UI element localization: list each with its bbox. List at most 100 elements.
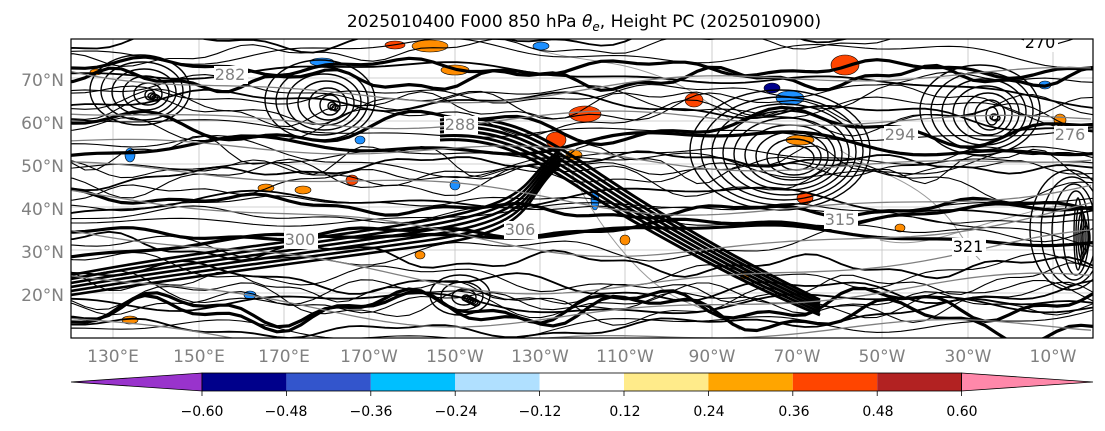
cyclone-contour [122,75,170,111]
colorbar-cell [286,373,371,391]
colorbar-tick-label: 0.48 [862,404,893,420]
cyclone-contour [689,89,871,211]
cyclone-contour [755,131,829,181]
theta-e-contour [71,187,1093,220]
theta-e-contour [71,186,1093,218]
latitude-labels: 70°N 60°N 50°N 40°N 30°N 20°N [21,71,64,306]
colorbar-cell [370,373,456,391]
contour-label-bg [884,126,918,144]
theta-e-contour [71,297,1093,338]
colorbar-cell [455,373,540,391]
theta-e-contour [71,63,1093,94]
theta-e-contour [71,105,1093,149]
cyclone-contour [1081,225,1091,251]
theta-e-contour [71,195,1093,224]
lon-label: 170°E [258,347,310,367]
title-suffix: , Height PC (2025010900) [600,12,821,32]
colorbar-tick-label: −0.48 [265,404,308,420]
lat-label: 60°N [21,114,64,134]
contour-label: 270 [1025,33,1056,52]
theta-e-contour [71,286,1093,329]
jet-contour [71,148,561,277]
colorbar-tick-label: 0.12 [609,404,640,420]
contour-label: 321 [953,237,984,256]
cyclone-contour [919,64,1041,156]
colorbar-tick-label: 0.60 [946,404,977,420]
jet-contour [439,121,821,305]
lon-label: 10°W [1030,347,1077,367]
theta-e-contour [71,39,1093,69]
contour-label-bg [444,116,478,134]
contour-label-bg [1054,126,1088,144]
cyclone-contour [440,281,484,311]
theta-e-contours [71,39,1093,338]
colorbar-over-extension [961,372,1094,392]
contour-label-bg [284,231,318,249]
theta-e-contour [71,262,1093,305]
cyclone-contour [766,138,822,176]
contour-label-bg [504,221,538,239]
jet-contour [439,129,821,311]
cyclone-contour [1040,176,1093,286]
theta-e-contour [71,39,850,54]
anomaly-patch [449,179,461,191]
cyclone-contour [711,103,857,201]
contour-label: 294 [885,125,916,144]
cyclone-contour [331,104,341,112]
theta-e-contour [71,309,1093,338]
height-contour [71,317,1092,338]
theta-e-contour [71,150,1093,192]
jet-contour [71,164,561,297]
title-subscript: e [592,20,599,34]
colorbar-ticks [201,391,962,396]
contour-label-bg [952,238,986,256]
lon-label: 150°W [426,347,484,367]
cyclone-contour [941,78,1027,146]
lat-label: 40°N [21,200,64,220]
anomaly-patch [532,41,550,51]
colorbar-cell [624,373,709,391]
lon-label: 170°W [340,347,398,367]
height-contour [71,110,1092,130]
lat-label: 30°N [21,243,64,263]
colorbar-cell [202,373,287,391]
title-theta: θ [582,12,593,32]
theta-e-contour [71,290,1093,338]
contour-label: 288 [445,115,476,134]
colorbar-under-extension [70,372,203,392]
cyclone-contour [700,96,864,206]
lat-label: 70°N [21,71,64,91]
contour-label: 300 [285,230,316,249]
coastline [519,43,731,121]
cyclone-contour [952,85,1020,141]
cyclone-contour [100,61,184,121]
theta-e-contour [71,39,1075,67]
theta-e-contour [71,119,1093,142]
colorbar-tick-label: −0.24 [435,404,478,420]
theta-e-contour [71,88,1093,133]
cyclone-contour [471,299,481,307]
coastline [879,205,1093,244]
colorbar-tick-label: −0.60 [181,404,224,420]
anomaly-patch [619,234,631,246]
theta-e-contour [71,135,1093,185]
contour-label: 276 [1055,125,1086,144]
longitude-labels: 130°E 150°E 170°E 170°W 150°W 130°W 110°… [87,347,1077,367]
lon-label: 30°W [945,347,992,367]
cyclone-contour [1051,183,1093,281]
lon-label: 90°W [689,347,736,367]
contour-label: 306 [505,220,536,239]
jet-contour [71,154,561,285]
lon-label: 130°W [511,347,569,367]
map-frame [70,38,1094,339]
jet-contour [439,138,821,317]
lon-label: 70°W [774,347,821,367]
anomaly-patch [894,223,906,233]
contour-label: 282 [215,65,246,84]
contour-label-bg [214,66,248,84]
colorbar-frame [201,372,962,392]
jet-contour [71,161,561,293]
cyclone-contour [275,66,369,136]
colorbar-cell [708,373,793,391]
